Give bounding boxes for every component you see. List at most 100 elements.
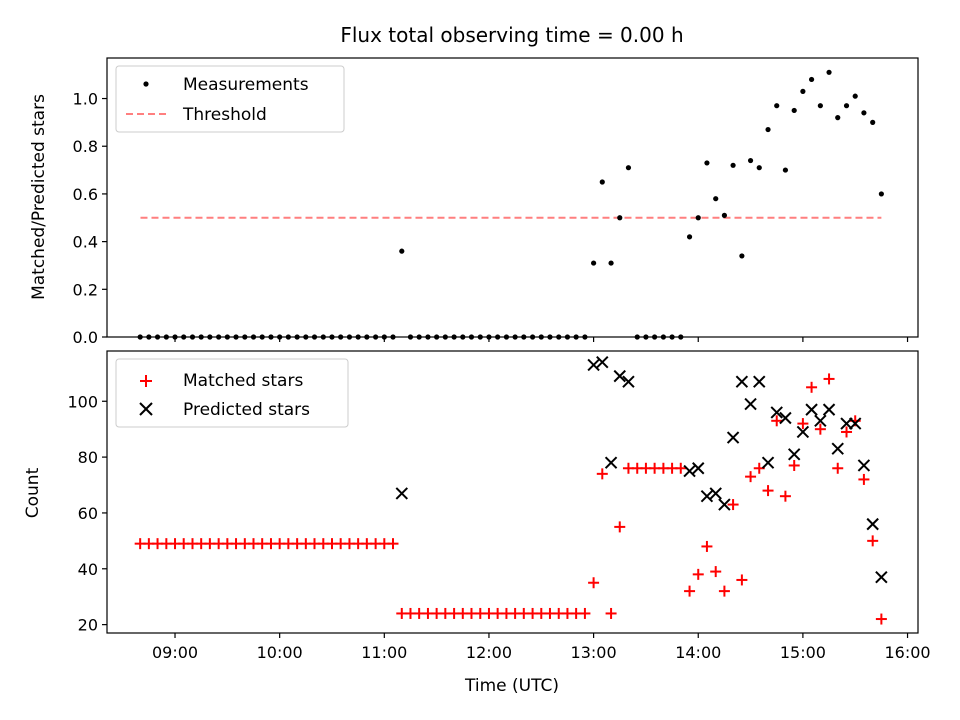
predicted-stars-point-b — [709, 487, 722, 500]
top-panel: 0.0 0.2 0.4 0.6 0.8 1.0 Matched/Predicted sta… — [29, 57, 919, 347]
x-tick-label: 14:00 — [675, 643, 721, 662]
predicted-stars-point — [613, 369, 626, 383]
measurement-point — [713, 196, 719, 202]
predicted-stars-point — [770, 406, 783, 419]
predicted-stars-point — [596, 355, 609, 369]
predicted-stars-point — [735, 375, 749, 388]
y-tick-label: 0.6 — [73, 185, 98, 204]
measurement-point — [782, 167, 789, 173]
matched-stars-point — [605, 607, 617, 619]
x-tick-label: 13:00 — [571, 643, 617, 662]
legend-measurements-label: Measurements — [183, 75, 309, 95]
matched-stars-point — [684, 585, 696, 597]
predicted-stars-point-b — [753, 375, 766, 388]
y-tick-label: 0.2 — [73, 280, 98, 299]
x-tick-label: 12:00 — [466, 643, 512, 662]
legend-predicted-marker — [139, 402, 153, 416]
bottom-legend-box — [115, 358, 349, 428]
predicted-stars-point — [683, 464, 696, 478]
matched-stars-point — [841, 426, 853, 438]
predicted-stars-point-b — [770, 406, 783, 419]
predicted-stars-point-b — [604, 456, 618, 469]
predicted-stars-point — [796, 425, 810, 439]
predicted-stars-point-b — [805, 403, 818, 416]
predicted-stars-point-b — [718, 498, 731, 511]
predicted-stars-point-b — [787, 448, 801, 461]
matched-stars-point — [788, 459, 800, 471]
predicted-stars-point-b — [822, 403, 836, 416]
predicted-stars-point — [395, 487, 408, 500]
measurement-point — [686, 234, 693, 240]
matched-stars-point — [779, 490, 791, 502]
bottom-y-ticks: 20 40 60 80 100 — [67, 392, 107, 635]
predicted-stars-point — [744, 397, 757, 411]
predicted-stars-point-b — [796, 425, 810, 439]
y-tick-label: 1.0 — [73, 90, 98, 109]
matched-stars-point — [736, 574, 748, 586]
predicted-stars-point — [814, 414, 827, 428]
predicted-stars-point — [718, 498, 731, 511]
measurement-point — [808, 76, 815, 83]
predicted-stars-point — [779, 411, 792, 425]
measurement-point — [756, 165, 762, 171]
predicted-stars-point-b — [866, 517, 879, 531]
predicted-stars-point-b — [849, 417, 862, 430]
x-tick-label: 09:00 — [152, 643, 198, 662]
predicted-stars-point-b — [744, 397, 757, 411]
matched-stars-point — [675, 462, 687, 474]
matched-stars-point — [727, 499, 739, 511]
matched-stars-point — [823, 373, 835, 385]
matched-stars-point — [387, 538, 399, 550]
predicted-stars-point — [700, 489, 714, 503]
matched-stars-point — [596, 468, 608, 480]
matched-stars-point — [806, 381, 818, 393]
bottom-panel: 20 40 60 80 100 09:00 10:00 11:00 12:00 13:00 14:… — [23, 350, 931, 696]
predicted-stars-point — [822, 403, 836, 416]
predicted-stars-point — [857, 459, 871, 472]
bottom-marks — [134, 355, 888, 625]
predicted-stars-point-b — [726, 431, 740, 444]
matched-stars-point — [718, 585, 730, 597]
matched-stars-point — [858, 473, 870, 485]
predicted-stars-point — [761, 456, 775, 469]
top-y-axis-label: Matched/Predicted stars — [29, 94, 49, 300]
predicted-stars-point-b — [700, 489, 714, 503]
measurement-point — [704, 160, 710, 166]
predicted-stars-point-b — [814, 414, 827, 428]
matched-stars-point — [814, 423, 826, 435]
matched-stars-point — [614, 521, 626, 533]
predicted-stars-point — [875, 570, 888, 584]
predicted-stars-point — [622, 375, 635, 388]
measurement-point — [617, 215, 623, 221]
y-tick-label: 60 — [78, 504, 98, 523]
predicted-stars-point-b — [761, 456, 775, 469]
legend-measurements-marker — [143, 81, 149, 87]
matched-stars-point — [797, 418, 809, 430]
predicted-stars-point-b — [395, 487, 408, 500]
matched-stars-point — [762, 485, 774, 497]
measurement-point — [878, 191, 884, 197]
measurement-point — [765, 126, 771, 133]
predicted-stars-point — [604, 456, 618, 469]
measurement-point — [774, 103, 780, 109]
top-axes-frame — [106, 57, 919, 338]
predicted-stars-point-b — [692, 462, 705, 475]
matched-stars-point — [771, 415, 783, 427]
matched-stars-point — [875, 613, 887, 625]
predicted-stars-point — [692, 462, 705, 475]
bottom-x-ticks: 09:00 10:00 11:00 12:00 13:00 14:00 15:00 16:00 — [152, 633, 931, 662]
matched-stars-point — [832, 462, 844, 474]
measurement-point — [843, 103, 850, 109]
legend-threshold-label: Threshold — [182, 105, 267, 125]
measurement-point — [800, 88, 806, 94]
predicted-stars-point-b — [596, 355, 609, 369]
predicted-stars-point — [709, 487, 722, 500]
bottom-y-axis-label: Count — [23, 467, 43, 518]
predicted-stars-point-b — [587, 358, 600, 372]
x-tick-label: 10:00 — [257, 643, 303, 662]
matched-stars-point — [745, 471, 757, 483]
predicted-stars-point — [753, 375, 766, 388]
measurement-point — [739, 253, 745, 259]
y-tick-label: 0.0 — [73, 328, 98, 347]
predicted-stars-point — [866, 517, 879, 531]
